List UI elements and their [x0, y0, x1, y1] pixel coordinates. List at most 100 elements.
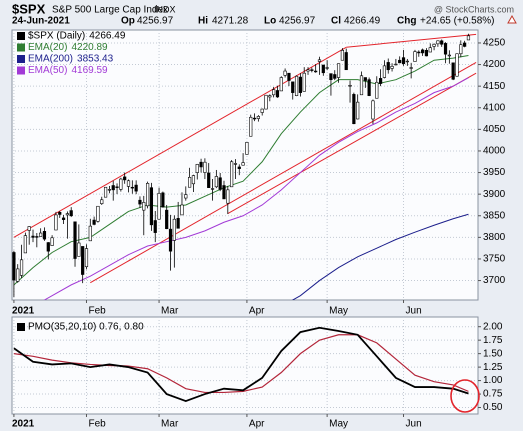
- candle-body: [432, 43, 436, 47]
- ema-line: [43, 77, 469, 300]
- candle-body: [443, 43, 448, 55]
- candle-body: [421, 49, 425, 54]
- candle-body: [401, 57, 406, 64]
- candle-body: [84, 248, 89, 268]
- trendline: [90, 61, 477, 284]
- candle-body: [218, 177, 222, 190]
- pmo-panel: [11, 316, 479, 415]
- candle-body: [390, 65, 394, 69]
- candle-body: [138, 199, 142, 205]
- candle-body: [69, 210, 73, 217]
- candle-body: [283, 70, 287, 76]
- candle-body: [207, 172, 211, 188]
- candle-body: [424, 50, 429, 57]
- x-tick-label: Mar: [161, 419, 179, 430]
- candle-body: [203, 161, 207, 173]
- candle-body: [241, 162, 245, 166]
- low-label: Lo: [264, 16, 276, 27]
- y-tick-label: 4250: [483, 38, 506, 49]
- candle-body: [134, 184, 138, 192]
- candle-body: [451, 62, 455, 80]
- open-value: 4256.97: [137, 16, 174, 27]
- candle-body: [409, 67, 413, 69]
- x-tick-label: 2021: [12, 306, 35, 317]
- high-value: 4271.28: [212, 16, 249, 27]
- legend-swatch: [17, 66, 25, 75]
- change-label: Chg: [397, 16, 416, 27]
- candle-body: [161, 192, 165, 208]
- candle-body: [73, 221, 77, 259]
- candle-body: [336, 63, 341, 78]
- legend-value: 4220.89: [71, 42, 108, 53]
- candle-body: [100, 199, 104, 204]
- candle-body: [382, 65, 387, 78]
- y-tick-label: 0.75: [483, 389, 503, 400]
- x-tick-label: May: [329, 419, 348, 430]
- x-tick-label: May: [329, 306, 348, 317]
- candle-body: [210, 188, 215, 190]
- candle-body: [398, 59, 402, 64]
- ema-line: [291, 213, 469, 300]
- y-tick-label: 3700: [483, 275, 506, 286]
- candle-body: [19, 259, 24, 276]
- y-tick-label: 3750: [483, 254, 506, 265]
- candle-body: [359, 75, 364, 96]
- candle-body: [440, 40, 444, 45]
- candle-body: [344, 52, 348, 71]
- y-tick-label: 3900: [483, 189, 506, 200]
- candle-body: [180, 204, 184, 216]
- candle-body: [413, 51, 417, 62]
- candle-body: [394, 63, 398, 66]
- x-tick-label: Apr: [249, 306, 265, 317]
- candle-body: [463, 42, 467, 47]
- candle-body: [272, 89, 276, 96]
- candle-body: [50, 237, 54, 246]
- highlight-circle: [450, 379, 480, 413]
- candle-body: [153, 220, 157, 233]
- candle-body: [298, 76, 302, 93]
- candle-body: [321, 64, 325, 74]
- close-value: 4266.49: [344, 16, 381, 27]
- candle-body: [46, 242, 50, 252]
- candle-body: [199, 161, 203, 168]
- candle-body: [249, 116, 253, 137]
- candle-body: [65, 213, 69, 216]
- y-tick-label: 3950: [483, 167, 506, 178]
- symbol: $SPX: [12, 1, 46, 16]
- candle-body: [291, 81, 295, 93]
- candle-body: [27, 226, 31, 231]
- legend-value: 3853.43: [77, 54, 114, 65]
- candle-body: [294, 75, 299, 96]
- candle-body: [447, 54, 451, 57]
- legend-swatch: [17, 43, 25, 52]
- candle-body: [176, 218, 180, 229]
- pmo-line: [13, 326, 469, 403]
- legend-value: 4266.49: [89, 31, 126, 42]
- candle-body: [88, 225, 92, 242]
- candle-body: [130, 186, 134, 189]
- legend-label: EMA(20): [28, 42, 67, 53]
- high-label: Hi: [198, 16, 208, 27]
- candle-body: [356, 101, 360, 120]
- candle-body: [317, 59, 322, 62]
- candle-body: [436, 40, 440, 45]
- candle-body: [275, 90, 280, 98]
- candle-body: [191, 175, 196, 185]
- legend-swatch: [17, 55, 25, 63]
- x-tick-label: Apr: [249, 419, 265, 430]
- candle-body: [378, 78, 383, 84]
- candle-body: [371, 100, 375, 120]
- date: 24-Jun-2021: [12, 16, 70, 27]
- candle-body: [188, 177, 192, 188]
- y-tick-label: 1.50: [483, 348, 503, 359]
- candle-body: [184, 194, 188, 199]
- candle-body: [123, 176, 127, 181]
- change-value: +24.65 (+0.58%): [420, 16, 495, 27]
- legend-label: EMA(200): [28, 54, 73, 65]
- candle-body: [245, 142, 249, 155]
- candle-body: [264, 94, 268, 110]
- y-tick-label: 4100: [483, 102, 506, 113]
- candle-body: [310, 69, 314, 71]
- up-arrow: [507, 14, 517, 24]
- candle-body: [375, 81, 379, 99]
